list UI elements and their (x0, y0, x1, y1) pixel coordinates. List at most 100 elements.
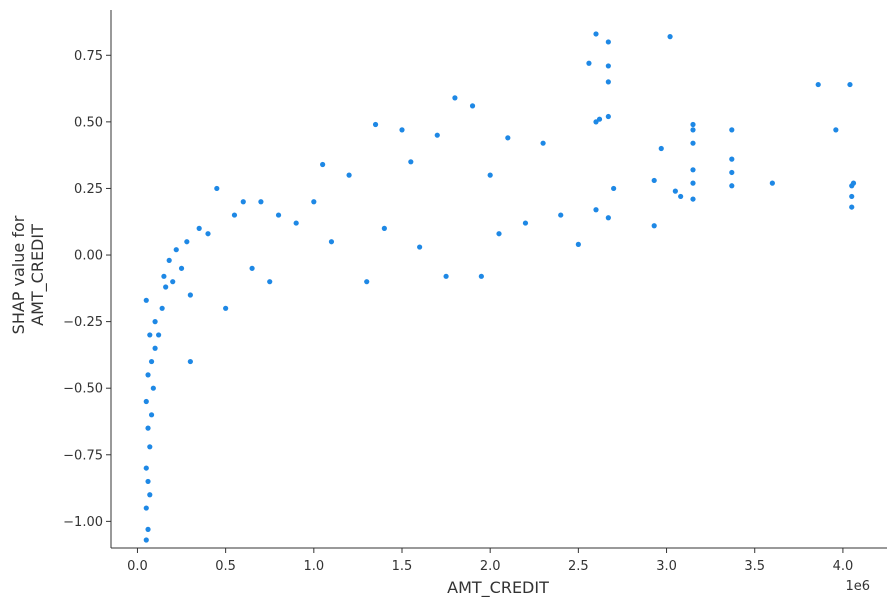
x-tick-label: 3.5 (744, 559, 765, 574)
y-tick-label: 0.00 (74, 249, 103, 264)
x-tick-label: 1.5 (392, 559, 413, 574)
scatter-point (605, 215, 611, 221)
ticks-layer: 0.0 0.5 1.0 1.5 2.0 2.5 3.0 3.5 4.0 −1.00 −0.75 −0.… (63, 49, 853, 574)
x-tick-label: 1.0 (303, 559, 324, 574)
scatter-point (249, 265, 255, 271)
scatter-point (145, 372, 151, 378)
scatter-point (145, 478, 151, 485)
scatter-point (161, 273, 167, 279)
scatter-point (381, 225, 387, 231)
scatter-point (575, 241, 581, 247)
scatter-point (150, 385, 156, 391)
scatter-point (143, 465, 149, 471)
scatter-point (678, 193, 684, 200)
scatter-point (850, 180, 857, 186)
y-tick-label: 0.25 (74, 182, 103, 197)
scatter-point (399, 127, 405, 133)
x-tick-label: 2.0 (480, 559, 501, 574)
y-axis-label: SHAP value for AMT_CREDIT (9, 215, 48, 334)
scatter-point (143, 537, 149, 543)
scatter-point (849, 193, 855, 200)
scatter-point (434, 132, 440, 138)
scatter-point (658, 145, 664, 152)
y-tick-label: −0.25 (63, 315, 103, 330)
scatter-point (152, 345, 158, 351)
y-tick-label: −1.00 (63, 515, 103, 530)
scatter-point (672, 188, 678, 194)
scatter-point (452, 95, 458, 101)
scatter-point (143, 505, 149, 511)
x-tick-label: 0.5 (215, 559, 236, 574)
scatter-point (240, 199, 246, 205)
scatter-point (163, 284, 169, 290)
x-tick-label: 4.0 (833, 559, 854, 574)
scatter-point (156, 332, 162, 338)
scatter-point (145, 526, 151, 532)
scatter-point (596, 116, 603, 122)
y-axis-label-line-2: AMT_CREDIT (28, 224, 48, 326)
scatter-point (769, 180, 775, 186)
scatter-point (690, 196, 696, 202)
scatter-point (443, 273, 449, 279)
y-tick-label: −0.75 (63, 448, 103, 463)
scatter-point (729, 156, 735, 162)
scatter-point (143, 297, 149, 303)
scatter-point (372, 121, 379, 128)
x-tick-label: 0.0 (127, 559, 148, 574)
y-tick-label: 0.75 (74, 49, 103, 64)
scatter-point (170, 279, 176, 285)
scatter-point (311, 199, 317, 205)
scatter-point (178, 265, 185, 271)
scatter-point (231, 212, 238, 218)
scatter-point (214, 185, 220, 192)
x-tick-label: 2.5 (568, 559, 589, 574)
x-offset-label: 1e6 (845, 579, 870, 594)
scatter-point (417, 244, 423, 250)
scatter-point (690, 180, 696, 186)
scatter-point (605, 63, 611, 69)
scatter-point (847, 81, 853, 88)
scatter-point (651, 223, 657, 229)
scatter-point (275, 212, 282, 218)
y-tick-label: 0.50 (74, 115, 103, 130)
scatter-point (667, 34, 673, 40)
x-axis-label: AMT_CREDIT (447, 578, 549, 598)
scatter-point (196, 225, 202, 231)
points-layer (143, 31, 857, 543)
scatter-point (364, 279, 370, 285)
scatter-point (833, 127, 839, 133)
scatter-point (651, 177, 657, 184)
scatter-point (690, 140, 696, 146)
scatter-point (487, 172, 493, 178)
scatter-point (223, 305, 229, 311)
scatter-point (328, 239, 335, 245)
scatter-point (729, 183, 735, 189)
scatter-point (690, 127, 696, 133)
scatter-point (267, 279, 273, 285)
scatter-point (159, 305, 165, 311)
scatter-point (690, 167, 696, 173)
scatter-point (408, 159, 414, 165)
scatter-point (729, 169, 735, 176)
scatter-point (320, 161, 326, 168)
scatter-point (205, 231, 211, 237)
scatter-point (605, 113, 611, 120)
scatter-point (173, 247, 179, 253)
scatter-point (148, 358, 155, 365)
scatter-point (346, 172, 352, 178)
scatter-point (729, 127, 735, 133)
scatter-point (611, 185, 617, 192)
scatter-point (469, 103, 476, 109)
scatter-point (540, 140, 546, 146)
scatter-point (605, 39, 611, 45)
scatter-point (496, 231, 502, 237)
scatter-point (478, 273, 484, 279)
scatter-point (558, 212, 564, 218)
y-tick-label: −0.50 (63, 382, 103, 397)
scatter-point (849, 204, 855, 210)
x-tick-label: 3.0 (656, 559, 677, 574)
scatter-point (148, 412, 155, 418)
scatter-point (145, 425, 151, 431)
